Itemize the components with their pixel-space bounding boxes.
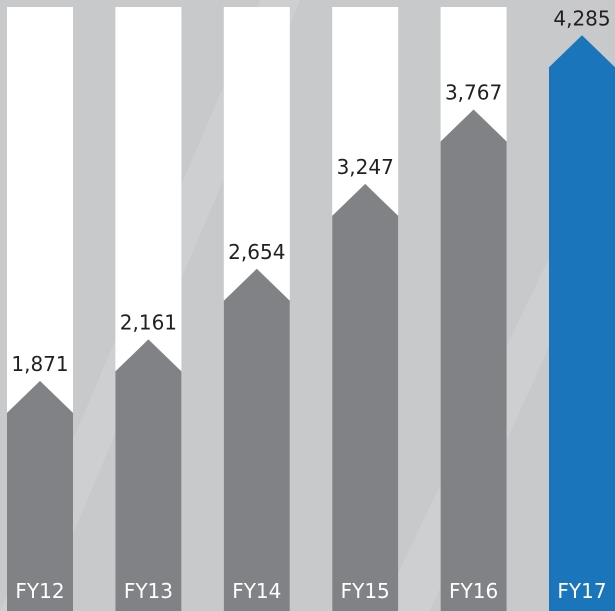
category-label-fy17: FY17 <box>557 579 606 603</box>
bar-fy17 <box>549 35 615 611</box>
bar-fy14 <box>223 268 290 611</box>
value-label-fy17: 4,285 <box>553 6 610 30</box>
bar-fy13 <box>115 339 182 611</box>
value-label-fy14: 2,654 <box>228 240 285 264</box>
category-label-fy12: FY12 <box>15 579 64 603</box>
value-label-fy16: 3,767 <box>445 80 502 104</box>
value-label-fy15: 3,247 <box>337 155 394 179</box>
category-label-fy15: FY15 <box>341 579 390 603</box>
bars <box>7 35 615 611</box>
value-label-fy13: 2,161 <box>120 310 177 334</box>
bar-fy12 <box>7 380 73 611</box>
category-label-fy16: FY16 <box>449 579 498 603</box>
bar-fy16 <box>440 109 507 611</box>
category-label-fy13: FY13 <box>124 579 173 603</box>
category-label-fy14: FY14 <box>232 579 281 603</box>
bar-fy15 <box>332 183 399 611</box>
labels: 1,871 FY12 2,161 FY13 2,654 FY14 3,247 FY15 3,76… <box>11 6 610 603</box>
value-label-fy12: 1,871 <box>11 352 68 376</box>
